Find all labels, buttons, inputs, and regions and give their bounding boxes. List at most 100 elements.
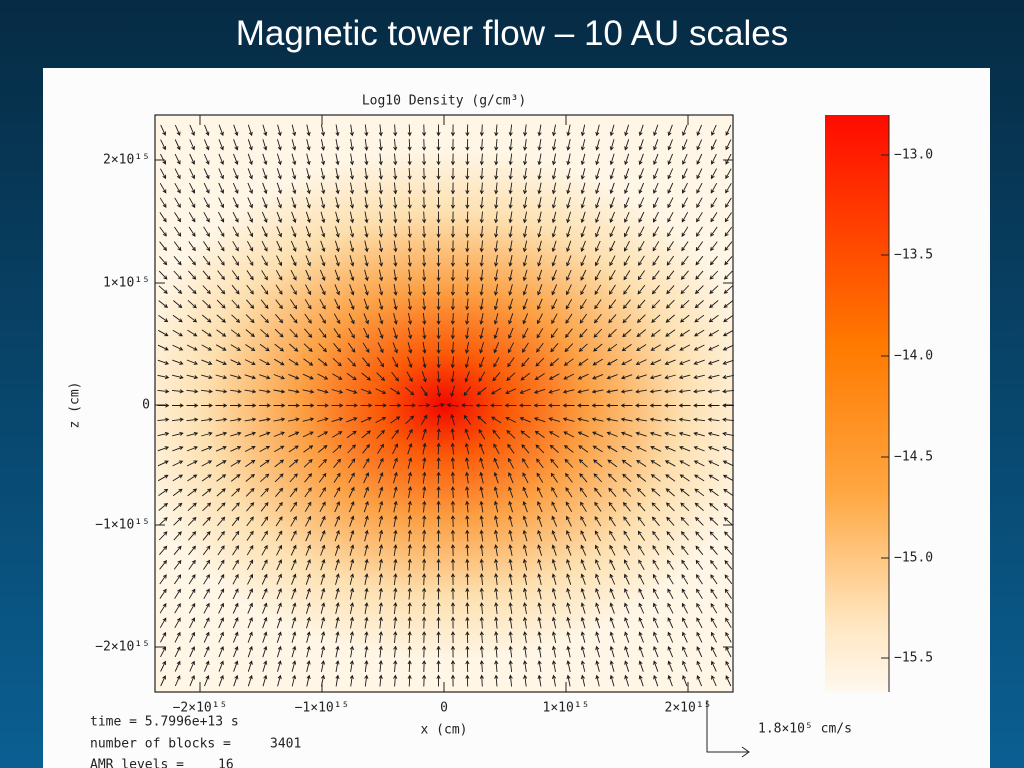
vector-arrow [259,374,271,380]
vector-arrow [450,602,455,615]
vector-arrow [291,226,297,238]
vector-arrow [377,342,384,354]
vector-arrow [609,602,615,614]
vector-arrow [478,428,486,440]
vector-arrow [608,516,616,527]
vector-arrow [709,256,718,266]
vector-arrow [306,674,311,687]
vector-arrow [535,357,545,367]
vector-arrow [494,211,499,224]
x-tick-label: 2×10¹⁵ [665,701,712,716]
vector-arrow [188,197,196,209]
vector-arrow [261,530,268,541]
vector-arrow [407,269,412,282]
vector-arrow [651,299,661,309]
vector-arrow [450,660,455,673]
vector-arrow [566,631,571,643]
vector-arrow [363,327,370,339]
vector-arrow [364,138,369,151]
vector-arrow [364,124,369,137]
vector-arrow [607,343,618,352]
vector-arrow [479,529,484,542]
vector-arrow [450,428,455,440]
vector-arrow [333,343,342,353]
vector-arrow [261,516,269,527]
vector-arrow [682,153,688,165]
vector-arrow [624,674,630,687]
vector-arrow [320,587,326,600]
vector-arrow [580,269,587,281]
vector-arrow [203,226,210,238]
vector-arrow [707,417,720,422]
vector-arrow [465,240,470,253]
vector-arrow [507,342,514,354]
vector-arrow [173,531,182,541]
vector-arrow [508,544,513,556]
vector-arrow [320,124,326,137]
vector-arrow [595,660,600,672]
vector-arrow [378,660,383,673]
vector-arrow [609,530,616,542]
vector-arrow [651,314,661,323]
vector-arrow [422,544,427,557]
vector-arrow [522,197,528,209]
vector-arrow [202,530,211,541]
vector-arrow [158,300,169,308]
vector-arrow [450,558,455,571]
vector-arrow [436,269,441,282]
vector-arrow [345,403,358,408]
vector-arrow [693,329,705,337]
vector-arrow [203,588,210,600]
vector-arrow [492,372,501,382]
vector-arrow [710,646,717,658]
vector-arrow [218,602,225,614]
vector-arrow [247,660,253,672]
vector-arrow [665,474,676,482]
vector-arrow [436,558,441,571]
vector-arrow [305,226,311,238]
vector-arrow [465,529,470,542]
x-tick-label: 1×10¹⁵ [543,701,590,716]
vector-arrow [436,602,441,615]
vector-arrow [479,240,484,253]
vector-arrow [259,459,270,468]
vector-arrow [479,486,484,498]
vector-arrow [305,530,311,542]
vector-arrow [189,617,196,629]
vector-arrow [318,328,327,339]
vector-arrow [230,374,242,380]
vector-arrow [186,389,199,394]
vector-arrow [533,403,546,408]
vector-arrow [203,139,210,151]
vector-arrow [157,389,170,394]
vector-arrow [696,124,703,136]
vector-arrow [320,616,326,629]
vector-arrow [187,502,197,512]
vector-arrow [606,374,618,380]
vector-arrow [624,182,630,194]
vector-arrow [450,298,455,311]
vector-arrow [333,486,341,498]
vector-arrow [306,124,311,137]
vector-arrow [450,167,455,180]
vector-arrow [551,269,557,281]
vector-arrow [218,139,224,151]
vector-arrow [407,457,413,469]
vector-arrow [595,573,601,585]
vector-arrow [171,389,184,394]
vector-arrow [709,502,719,511]
vector-arrow [593,328,603,338]
vector-arrow [465,471,470,484]
vector-field [157,124,735,687]
colorbar-tick-label: −14.0 [894,349,933,364]
colorbar-tick-label: −13.0 [894,148,933,163]
vector-arrow [407,660,412,673]
vector-arrow [653,139,659,151]
vector-arrow [461,403,474,408]
vector-arrow [608,299,617,310]
vector-arrow [667,168,674,180]
vector-arrow [623,530,631,541]
vector-arrow [664,389,676,394]
vector-arrow [363,472,370,484]
vector-arrow [477,415,487,424]
